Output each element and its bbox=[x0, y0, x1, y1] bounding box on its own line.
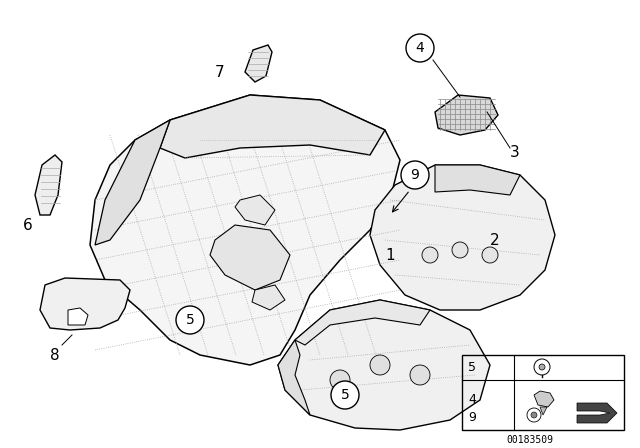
Circle shape bbox=[534, 359, 550, 375]
Text: 4: 4 bbox=[468, 392, 476, 405]
Circle shape bbox=[422, 247, 438, 263]
Text: 00183509: 00183509 bbox=[506, 435, 554, 445]
Polygon shape bbox=[90, 95, 400, 365]
Circle shape bbox=[331, 381, 359, 409]
Polygon shape bbox=[245, 45, 272, 82]
Text: 5: 5 bbox=[340, 388, 349, 402]
Polygon shape bbox=[252, 285, 285, 310]
Polygon shape bbox=[210, 225, 290, 290]
Polygon shape bbox=[295, 300, 430, 345]
Polygon shape bbox=[95, 120, 170, 245]
Polygon shape bbox=[577, 403, 617, 423]
Circle shape bbox=[370, 355, 390, 375]
Circle shape bbox=[527, 408, 541, 422]
Circle shape bbox=[330, 370, 350, 390]
Polygon shape bbox=[540, 407, 547, 415]
Polygon shape bbox=[68, 308, 88, 325]
Polygon shape bbox=[40, 278, 130, 330]
Text: 5: 5 bbox=[468, 361, 476, 374]
Polygon shape bbox=[235, 195, 275, 225]
Polygon shape bbox=[534, 391, 554, 407]
Text: 8: 8 bbox=[50, 348, 60, 362]
Text: 9: 9 bbox=[468, 410, 476, 423]
Circle shape bbox=[539, 364, 545, 370]
Text: 3: 3 bbox=[510, 145, 520, 159]
Text: 4: 4 bbox=[415, 41, 424, 55]
Text: 5: 5 bbox=[186, 313, 195, 327]
Text: 1: 1 bbox=[385, 247, 395, 263]
Circle shape bbox=[176, 306, 204, 334]
Polygon shape bbox=[278, 340, 310, 415]
Circle shape bbox=[531, 412, 537, 418]
Text: 2: 2 bbox=[490, 233, 500, 247]
Bar bbox=[462, 355, 624, 430]
Polygon shape bbox=[278, 300, 490, 430]
Polygon shape bbox=[370, 165, 555, 310]
Circle shape bbox=[401, 161, 429, 189]
Polygon shape bbox=[435, 95, 498, 135]
Circle shape bbox=[410, 365, 430, 385]
Polygon shape bbox=[160, 95, 385, 158]
Circle shape bbox=[406, 34, 434, 62]
Polygon shape bbox=[35, 155, 62, 215]
Circle shape bbox=[482, 247, 498, 263]
Text: 6: 6 bbox=[23, 217, 33, 233]
Circle shape bbox=[452, 242, 468, 258]
Polygon shape bbox=[435, 165, 520, 195]
Text: 7: 7 bbox=[215, 65, 225, 79]
Text: 9: 9 bbox=[411, 168, 419, 182]
